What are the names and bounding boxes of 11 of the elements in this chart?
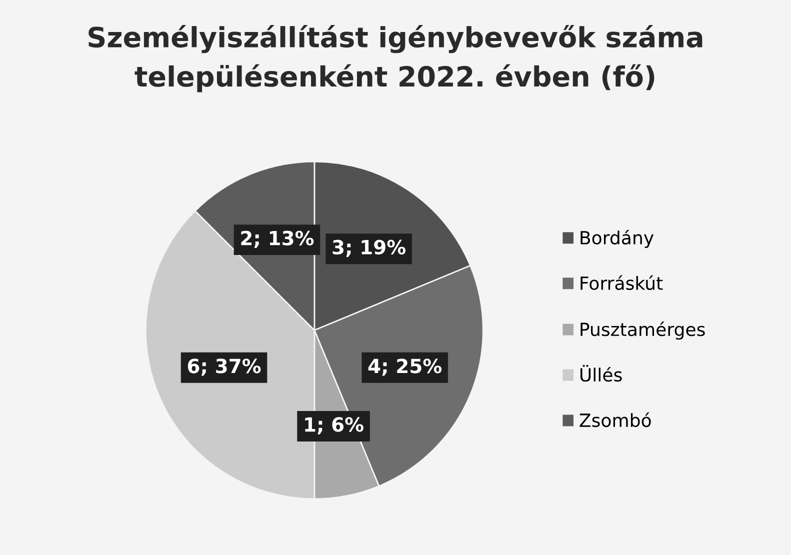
data-label: 3; 19% xyxy=(332,240,406,257)
legend-label: Bordány xyxy=(580,230,654,248)
data-label: 1; 6% xyxy=(305,417,364,434)
chart-title: Személyiszállítást igénybevevők száma településenként 2022. évben (fő) xyxy=(88,24,702,92)
data-label: 2; 13% xyxy=(241,230,314,248)
data-label: 6; 37% xyxy=(188,358,261,376)
legend-label: Forráskút xyxy=(580,275,663,290)
legend-label: Zsombó xyxy=(580,412,651,428)
legend-label: Üllés xyxy=(580,364,622,382)
legend-label: Pusztamérges xyxy=(580,321,705,340)
data-label: 4; 25% xyxy=(368,358,442,376)
